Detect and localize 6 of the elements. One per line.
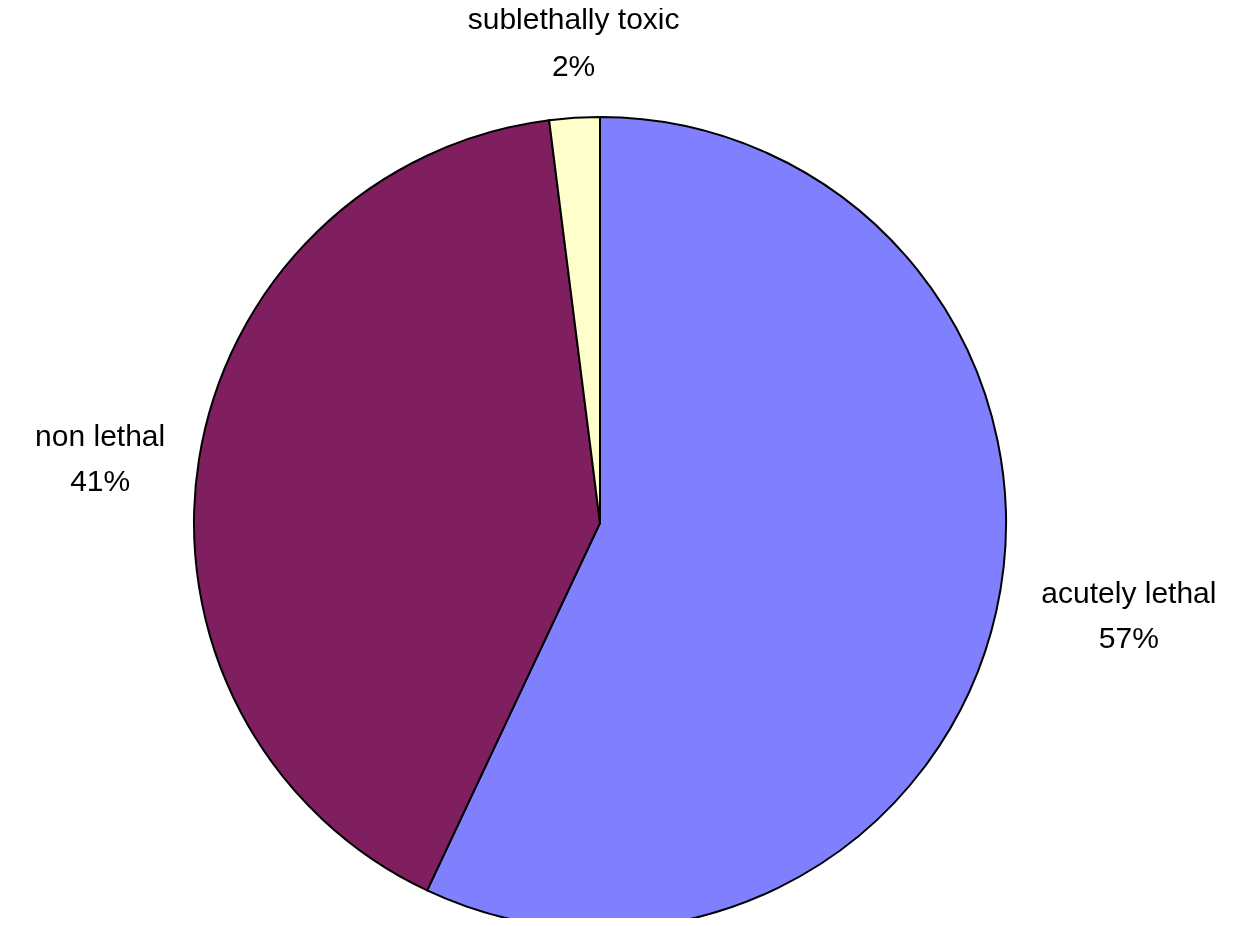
slice-label: sublethally toxic [467,2,680,36]
data-label: 41% [70,463,131,497]
data-label: 57% [1098,621,1159,655]
slice-label: non lethal [35,418,166,452]
data-label: 2% [551,49,596,83]
slice-label: acutely lethal [1041,576,1217,610]
